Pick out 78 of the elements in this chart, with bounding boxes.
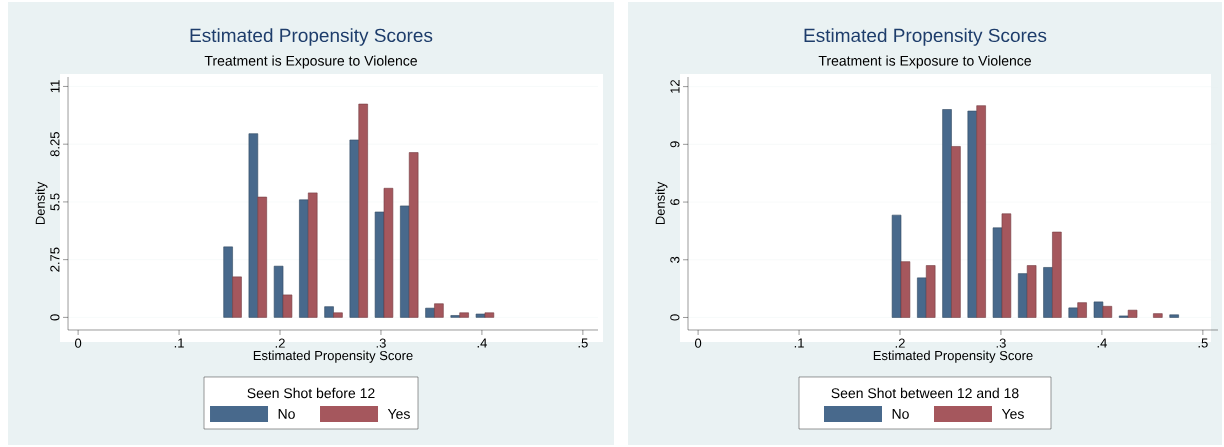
bar [1001,213,1012,318]
bar [900,261,911,318]
bar [1127,309,1138,318]
x-tick-label: 0 [694,338,702,348]
bar [1169,314,1179,318]
x-tick-label: .5 [578,338,588,348]
x-tick-label: .4 [477,338,487,348]
y-tick-label: 0 [670,314,680,321]
bar [925,265,936,318]
bar [976,105,986,318]
y-tick-label: 12 [670,80,680,93]
y-tick-label: 0 [50,314,60,321]
bar [408,152,419,318]
x-tick-label: .5 [1198,338,1208,348]
bar [475,313,486,318]
bar [374,211,385,318]
bar [459,312,469,318]
bar [257,196,267,318]
bar [1102,306,1113,318]
bar [1068,307,1078,318]
y-tick-label: 5.5 [50,193,60,211]
x-axis-title: Estimated Propensity Score [253,350,413,363]
y-axis-title: Density [655,181,668,225]
x-tick-label: .2 [895,338,905,348]
bar [324,306,334,318]
bar [232,276,242,318]
bar [917,277,927,318]
bar [333,312,343,318]
bar [1026,265,1037,318]
bar [1153,313,1163,318]
bar [383,187,394,318]
y-tick-label: 9 [670,141,680,148]
bar [1077,302,1087,318]
y-tick-label: 8.25 [50,132,60,157]
bar [400,205,410,318]
bar [1052,231,1062,318]
y-tick-label: 6 [670,199,680,205]
legend-label: No [278,409,295,419]
bar [942,109,952,318]
bar [951,146,961,318]
chart-title: Estimated Propensity Scores [804,28,1047,46]
bar [434,303,444,318]
chart-subtitle: Treatment is Exposure to Violence [204,55,417,69]
legend-title: Seen Shot between 12 and 18 [831,387,1019,399]
y-tick-label: 11 [50,80,60,93]
bar [282,294,293,318]
chart-subtitle: Treatment is Exposure to Violence [818,55,1031,69]
x-tick-label: 0 [75,338,82,348]
bar [425,307,435,318]
legend-title: Seen Shot before 12 [247,387,375,399]
bar [349,139,360,318]
y-axis-title: Density [35,181,48,225]
y-tick-label: 3 [670,256,680,263]
legend-label: Yes [387,409,410,419]
bar [273,265,284,318]
bar [1018,273,1028,318]
y-tick-label: 2.75 [50,247,60,272]
x-axis-title: Estimated Propensity Score [873,350,1033,363]
bar [358,103,368,318]
x-tick-label: .3 [376,338,386,348]
bar [1043,267,1053,318]
x-tick-label: .1 [174,338,184,348]
x-tick-label: .2 [275,338,285,348]
bar [307,192,318,318]
x-tick-label: .1 [794,338,804,348]
chart-title: Estimated Propensity Scores [190,28,433,46]
bar [248,133,259,318]
bar [891,214,902,318]
bar [299,199,309,318]
x-tick-label: .4 [1097,338,1107,348]
bar [484,312,495,318]
bar [1093,301,1104,318]
bar [967,110,978,318]
legend-label: Yes [1001,409,1024,419]
bar [223,246,233,318]
bar [992,227,1003,318]
x-tick-label: .3 [996,338,1006,348]
legend-label: No [892,409,909,419]
